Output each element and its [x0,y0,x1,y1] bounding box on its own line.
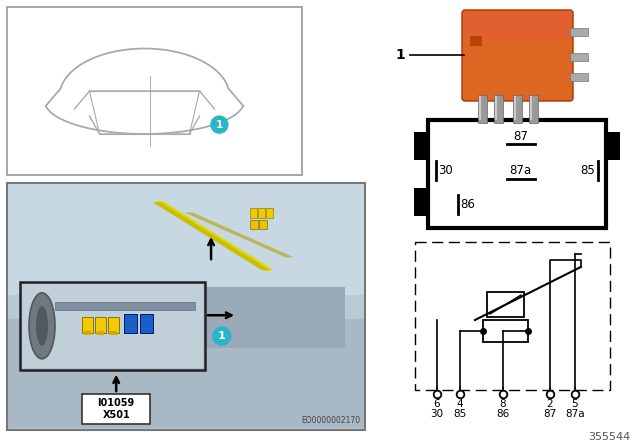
Bar [7,7,302,175]
Bar [513,95,522,123]
Bar [415,242,610,390]
Bar [140,314,153,333]
Text: 4: 4 [457,399,463,409]
Bar [570,53,588,61]
Bar [487,292,524,317]
Bar [494,95,503,123]
Bar [82,317,93,333]
Text: 86: 86 [461,198,476,211]
Text: 2: 2 [547,399,554,409]
Bar [414,132,428,160]
Text: 30: 30 [438,164,453,177]
Bar [55,302,195,310]
Bar [428,120,606,228]
Text: I01059: I01059 [97,398,135,408]
Text: 86: 86 [497,409,509,419]
Text: 87: 87 [513,129,528,142]
Text: 6: 6 [434,399,440,409]
Text: 1: 1 [216,120,223,129]
Bar [124,314,137,333]
Bar [259,220,268,228]
Bar [110,331,117,335]
Ellipse shape [29,293,55,359]
Bar [20,282,205,370]
Bar [95,317,106,333]
Bar [570,73,588,81]
Bar [22,284,203,368]
Text: 1: 1 [395,48,405,62]
Bar [266,208,273,218]
FancyBboxPatch shape [462,10,573,101]
Text: 30: 30 [431,409,444,419]
Bar [7,183,365,430]
Bar [8,319,364,427]
FancyBboxPatch shape [463,11,572,40]
Bar [84,331,91,335]
Text: 85: 85 [580,164,595,177]
Bar [483,320,528,342]
Text: 85: 85 [453,409,467,419]
Text: X501: X501 [102,410,130,420]
Bar [529,95,538,123]
Bar [606,132,620,160]
Ellipse shape [36,306,48,345]
Circle shape [212,327,231,345]
Bar [82,394,150,424]
Bar [414,188,428,216]
Bar [108,317,119,333]
Bar [37,287,345,349]
Bar [250,208,257,218]
Text: 87: 87 [543,409,557,419]
Bar [470,36,482,46]
Text: 87a: 87a [509,164,532,177]
Bar [478,95,487,123]
Bar [97,331,104,335]
Text: 8: 8 [500,399,506,409]
Circle shape [211,116,228,133]
Text: EO0000002170: EO0000002170 [301,416,360,425]
Bar [570,28,588,36]
Bar [8,184,364,295]
Text: 1: 1 [218,331,226,341]
Text: 5: 5 [572,399,579,409]
Bar [250,220,259,228]
Text: 355544: 355544 [588,432,630,442]
Bar [259,208,266,218]
Text: 87a: 87a [565,409,585,419]
